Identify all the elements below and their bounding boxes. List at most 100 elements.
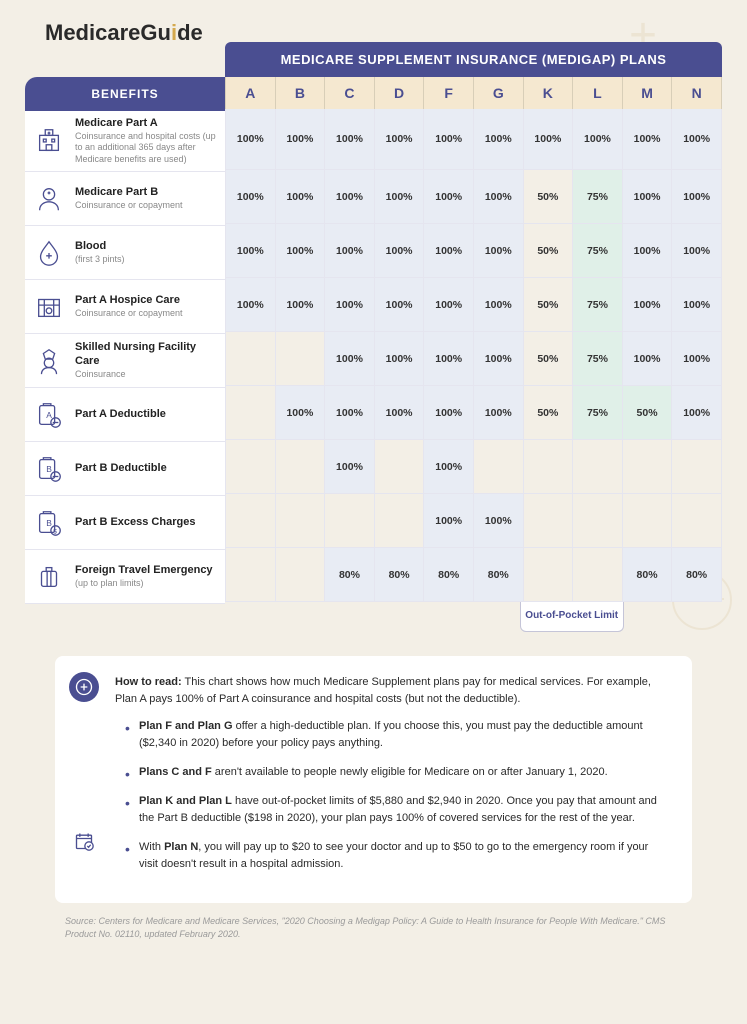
travel-icon — [33, 561, 65, 593]
coverage-cell — [672, 440, 722, 493]
coverage-cell: 100% — [375, 170, 425, 223]
coverage-cell: 50% — [623, 386, 673, 439]
coverage-cell: 100% — [672, 278, 722, 331]
coverage-cell — [276, 548, 326, 601]
coverage-cell: 100% — [424, 440, 474, 493]
coverage-cell: 100% — [325, 386, 375, 439]
table-row: 100%100%100%100%100%50%75%50%100% — [225, 386, 722, 440]
benefit-row: Blood(first 3 pints) — [25, 226, 225, 280]
benefit-subtitle: (first 3 pints) — [75, 254, 125, 265]
benefits-column-header: BENEFITS — [25, 77, 225, 111]
coverage-cell: 100% — [474, 109, 524, 169]
benefit-subtitle: Coinsurance — [75, 369, 217, 380]
coverage-cell — [225, 332, 276, 385]
benefit-title: Medicare Part B — [75, 186, 183, 200]
coverage-cell — [325, 494, 375, 547]
coverage-cell: 80% — [424, 548, 474, 601]
benefit-row: APart A Deductible — [25, 388, 225, 442]
table-row: 100%100%100%100%100%100%50%75%100%100% — [225, 278, 722, 332]
coverage-cell: 75% — [573, 278, 623, 331]
coverage-cell — [573, 494, 623, 547]
plan-column-A: A — [225, 77, 276, 109]
coverage-cell: 100% — [225, 109, 276, 169]
coverage-cell: 100% — [276, 224, 326, 277]
plan-column-B: B — [276, 77, 326, 109]
coverage-cell — [623, 440, 673, 493]
note-item: Plan F and Plan G offer a high-deductibl… — [125, 718, 664, 752]
plan-column-L: L — [573, 77, 623, 109]
coverage-cell: 100% — [424, 386, 474, 439]
coverage-cell — [225, 440, 276, 493]
out-of-pocket-label: Out-of-Pocket Limit — [520, 602, 624, 632]
coverage-cell: 100% — [474, 170, 524, 223]
plan-column-N: N — [672, 77, 722, 109]
coverage-cell: 100% — [474, 224, 524, 277]
coverage-cell: 100% — [276, 170, 326, 223]
coverage-cell: 100% — [623, 170, 673, 223]
coverage-cell — [375, 494, 425, 547]
coverage-cell: 80% — [474, 548, 524, 601]
coverage-cell: 100% — [375, 109, 425, 169]
benefit-row: Medicare Part ACoinsurance and hospital … — [25, 111, 225, 172]
table-row: 80%80%80%80%80%80% — [225, 548, 722, 602]
coverage-cell — [276, 440, 326, 493]
coverage-cell — [276, 332, 326, 385]
coverage-cell: 75% — [573, 170, 623, 223]
coverage-cell: 100% — [424, 170, 474, 223]
coverage-cell — [524, 548, 574, 601]
benefit-title: Part A Deductible — [75, 408, 166, 422]
coverage-cell: 100% — [325, 332, 375, 385]
coverage-cell — [573, 440, 623, 493]
coverage-cell — [524, 440, 574, 493]
coverage-cell: 100% — [325, 278, 375, 331]
how-to-read-panel: How to read: This chart shows how much M… — [55, 656, 692, 903]
benefit-title: Medicare Part A — [75, 117, 217, 131]
benefit-title: Part A Hospice Care — [75, 294, 183, 308]
coverage-cell: 100% — [325, 109, 375, 169]
benefit-title: Foreign Travel Emergency — [75, 564, 213, 578]
coverage-cell: 100% — [375, 278, 425, 331]
coverage-cell: 100% — [424, 224, 474, 277]
note-item: Plan K and Plan L have out-of-pocket lim… — [125, 793, 664, 827]
benefit-row: B Part B Deductible — [25, 442, 225, 496]
coverage-cell: 80% — [623, 548, 673, 601]
table-row: 100%100%100%100%100%100%50%75%100%100% — [225, 170, 722, 224]
coverage-cell: 100% — [375, 332, 425, 385]
coverage-cell: 100% — [325, 224, 375, 277]
coverage-cell — [672, 494, 722, 547]
benefit-title: Part B Deductible — [75, 462, 167, 476]
coverage-cell: 100% — [325, 440, 375, 493]
coverage-cell: 100% — [325, 170, 375, 223]
svg-text:B: B — [46, 463, 52, 473]
nurse-icon — [33, 345, 65, 377]
info-icon — [69, 672, 99, 702]
coverage-cell: 50% — [524, 170, 574, 223]
calendar-check-icon — [69, 826, 99, 856]
coverage-cell: 100% — [225, 224, 276, 277]
note-item: Plans C and F aren't available to people… — [125, 764, 664, 781]
coverage-cell: 50% — [524, 278, 574, 331]
coverage-cell: 50% — [524, 224, 574, 277]
out-of-pocket-callout: Out-of-Pocket Limit — [225, 602, 722, 632]
benefit-subtitle: Coinsurance or copayment — [75, 200, 183, 211]
coverage-cell: 100% — [276, 278, 326, 331]
coverage-cell: 80% — [672, 548, 722, 601]
table-row: 100%100%100%100%100%100%100%100%100%100% — [225, 109, 722, 170]
plan-column-M: M — [623, 77, 673, 109]
medigap-table: BENEFITS Medicare Part ACoinsurance and … — [25, 77, 722, 632]
coverage-cell: 100% — [225, 278, 276, 331]
hospice-icon — [33, 291, 65, 323]
coverage-cell: 100% — [474, 278, 524, 331]
table-row: 100%100% — [225, 494, 722, 548]
logo-text-1: Medicare — [45, 20, 140, 45]
coverage-cell: 100% — [424, 332, 474, 385]
coverage-cell: 100% — [424, 278, 474, 331]
table-title-banner: MEDICARE SUPPLEMENT INSURANCE (MEDIGAP) … — [225, 42, 722, 77]
benefit-row: B$Part B Excess Charges — [25, 496, 225, 550]
benefit-title: Part B Excess Charges — [75, 516, 195, 530]
coverage-cell: 100% — [474, 494, 524, 547]
coverage-cell: 100% — [375, 224, 425, 277]
plan-column-C: C — [325, 77, 375, 109]
coverage-cell: 100% — [672, 109, 722, 169]
coverage-cell: 100% — [474, 386, 524, 439]
